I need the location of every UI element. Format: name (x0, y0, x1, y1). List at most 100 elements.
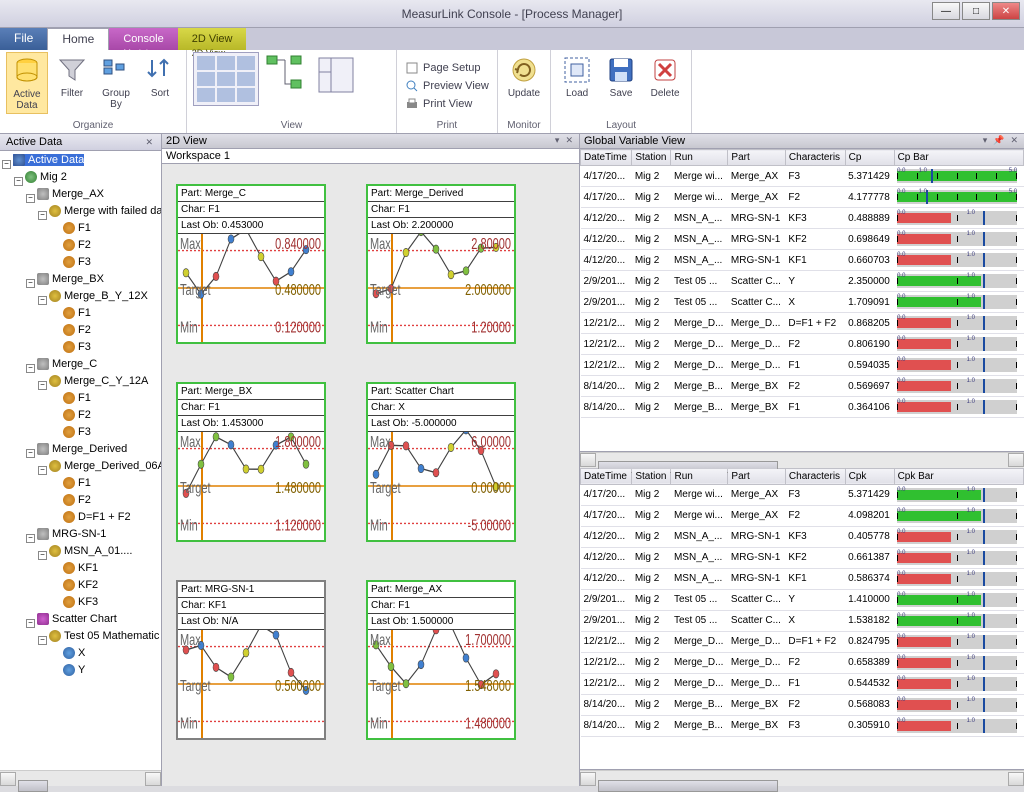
chart-card[interactable]: Part: Merge_CChar: F1Last Ob: 0.4530000.… (176, 184, 326, 344)
tree-node[interactable]: −Active Data (2, 153, 159, 170)
tree-node[interactable]: F2 (2, 323, 159, 340)
tree-node[interactable]: D=F1 + F2 (2, 510, 159, 527)
table-row[interactable]: 2/9/201...Mig 2Test 05 ...Scatter C...X1… (581, 610, 1024, 631)
tree-node[interactable]: F1 (2, 306, 159, 323)
update-button[interactable]: Update (504, 52, 544, 101)
gv-autohide-icon[interactable]: 📌 (991, 135, 1006, 147)
tree-node[interactable]: Y (2, 663, 159, 680)
tree-node[interactable]: F1 (2, 476, 159, 493)
table-row[interactable]: 4/12/20...Mig 2MSN_A_...MRG-SN-1KF10.660… (581, 250, 1024, 271)
maximize-button[interactable]: □ (962, 2, 990, 20)
tree-node[interactable]: −Mig 2 (2, 170, 159, 187)
expand-icon[interactable]: − (38, 551, 47, 560)
preview-view-button[interactable]: Preview View (403, 78, 491, 94)
tree-node[interactable]: −Merge_B_Y_12X (2, 289, 159, 306)
table-row[interactable]: 12/21/2...Mig 2Merge_D...Merge_D...F10.5… (581, 355, 1024, 376)
tree-node[interactable]: KF1 (2, 561, 159, 578)
delete-button[interactable]: Delete (645, 52, 685, 101)
tree-node[interactable]: −Merge_AX (2, 187, 159, 204)
expand-icon[interactable]: − (26, 279, 35, 288)
tree-node[interactable]: −Merge_C_Y_12A (2, 374, 159, 391)
chart-card[interactable]: Part: Merge_DerivedChar: F1Last Ob: 2.20… (366, 184, 516, 344)
2dview-pin-icon[interactable]: ▾ (553, 135, 562, 147)
col-char[interactable]: Characteris (785, 468, 845, 484)
col-run[interactable]: Run (671, 150, 728, 166)
col-bar[interactable]: Cp Bar (894, 150, 1023, 166)
table-row[interactable]: 2/9/201...Mig 2Test 05 ...Scatter C...Y2… (581, 271, 1024, 292)
tab-console[interactable]: ConsoleModules (109, 28, 177, 50)
tree-node[interactable]: −Merge_BX (2, 272, 159, 289)
tree-node[interactable]: −MSN_A_01.... (2, 544, 159, 561)
table-row[interactable]: 4/12/20...Mig 2MSN_A_...MRG-SN-1KF30.488… (581, 208, 1024, 229)
active-data-tree[interactable]: −Active Data−Mig 2−Merge_AX−Merge with f… (0, 151, 161, 770)
expand-icon[interactable]: − (26, 619, 35, 628)
cp-table[interactable]: DateTimeStationRunPartCharacterisCpCp Ba… (580, 149, 1024, 418)
expand-icon[interactable]: − (26, 534, 35, 543)
cpk-scrollbar[interactable] (580, 770, 1024, 786)
load-button[interactable]: Load (557, 52, 597, 101)
tree-node[interactable]: KF3 (2, 595, 159, 612)
col-bar[interactable]: Cpk Bar (894, 468, 1023, 484)
cp-scrollbar[interactable] (580, 452, 1024, 468)
view-tree-icon[interactable] (263, 52, 309, 98)
page-setup-button[interactable]: Page Setup (403, 60, 483, 76)
tab-file[interactable]: File (0, 28, 47, 50)
chart-card[interactable]: Part: Merge_AXChar: F1Last Ob: 1.5000001… (366, 580, 516, 740)
table-row[interactable]: 8/14/20...Mig 2Merge_B...Merge_BXF30.305… (581, 715, 1024, 736)
table-row[interactable]: 12/21/2...Mig 2Merge_D...Merge_D...F10.5… (581, 673, 1024, 694)
tree-node[interactable]: −Merge_C (2, 357, 159, 374)
expand-icon[interactable]: − (38, 211, 47, 220)
expand-icon[interactable]: − (26, 449, 35, 458)
view-layout-icon[interactable] (313, 52, 359, 98)
view-grid-selector[interactable] (193, 52, 259, 106)
table-row[interactable]: 8/14/20...Mig 2Merge_B...Merge_BXF20.568… (581, 694, 1024, 715)
table-row[interactable]: 8/14/20...Mig 2Merge_B...Merge_BXF20.569… (581, 376, 1024, 397)
gv-close-icon[interactable]: ✕ (1008, 135, 1020, 147)
tree-node[interactable]: −MRG-SN-1 (2, 527, 159, 544)
expand-icon[interactable]: − (26, 364, 35, 373)
tab-home[interactable]: Home (47, 28, 109, 50)
chart-card[interactable]: Part: Scatter ChartChar: XLast Ob: -5.00… (366, 382, 516, 542)
col-station[interactable]: Station (632, 468, 671, 484)
table-row[interactable]: 2/9/201...Mig 2Test 05 ...Scatter C...Y1… (581, 589, 1024, 610)
filter-button[interactable]: Filter (52, 52, 92, 101)
tree-node[interactable]: F3 (2, 425, 159, 442)
tree-node[interactable]: KF2 (2, 578, 159, 595)
group-by-button[interactable]: GroupBy (96, 52, 136, 112)
active-data-button[interactable]: ActiveData (6, 52, 48, 114)
expand-icon[interactable]: − (38, 381, 47, 390)
table-row[interactable]: 4/17/20...Mig 2Merge wi...Merge_AXF35.37… (581, 166, 1024, 187)
tree-node[interactable]: X (2, 646, 159, 663)
cpk-table[interactable]: DateTimeStationRunPartCharacterisCpkCpk … (580, 468, 1024, 737)
gv-pin-icon[interactable]: ▾ (981, 135, 990, 147)
table-row[interactable]: 4/17/20...Mig 2Merge wi...Merge_AXF24.17… (581, 187, 1024, 208)
expand-icon[interactable]: − (14, 177, 23, 186)
table-row[interactable]: 12/21/2...Mig 2Merge_D...Merge_D...F20.8… (581, 334, 1024, 355)
table-row[interactable]: 12/21/2...Mig 2Merge_D...Merge_D...D=F1 … (581, 313, 1024, 334)
table-row[interactable]: 4/17/20...Mig 2Merge wi...Merge_AXF24.09… (581, 505, 1024, 526)
table-row[interactable]: 2/9/201...Mig 2Test 05 ...Scatter C...X1… (581, 292, 1024, 313)
col-datetime[interactable]: DateTime (581, 468, 632, 484)
tab-2dview[interactable]: 2D View2D View (178, 28, 247, 50)
tree-node[interactable]: F2 (2, 238, 159, 255)
panel-close-icon[interactable]: ✕ (143, 137, 155, 148)
tree-node[interactable]: F1 (2, 391, 159, 408)
expand-icon[interactable]: − (38, 466, 47, 475)
expand-icon[interactable]: − (26, 194, 35, 203)
tree-node[interactable]: −Scatter Chart (2, 612, 159, 629)
col-run[interactable]: Run (671, 468, 728, 484)
col-datetime[interactable]: DateTime (581, 150, 632, 166)
2dview-close-icon[interactable]: ✕ (563, 135, 575, 147)
col-part[interactable]: Part (728, 150, 786, 166)
tree-node[interactable]: −Test 05 Mathematic (2, 629, 159, 646)
save-button[interactable]: Save (601, 52, 641, 101)
table-row[interactable]: 12/21/2...Mig 2Merge_D...Merge_D...F20.6… (581, 652, 1024, 673)
workspace-tab[interactable]: Workspace 1 (166, 150, 230, 162)
tree-node[interactable]: −Merge_Derived_06A (2, 459, 159, 476)
print-view-button[interactable]: Print View (403, 96, 474, 112)
table-row[interactable]: 8/14/20...Mig 2Merge_B...Merge_BXF10.364… (581, 397, 1024, 418)
tree-node[interactable]: F3 (2, 340, 159, 357)
col-value[interactable]: Cp (845, 150, 894, 166)
expand-icon[interactable]: − (38, 636, 47, 645)
tree-scrollbar-h[interactable] (0, 770, 161, 786)
